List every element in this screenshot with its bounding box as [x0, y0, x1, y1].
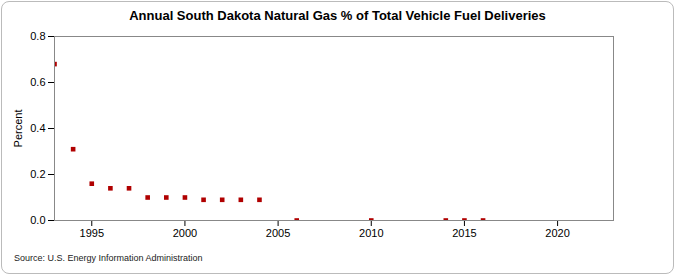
svg-text:0.2: 0.2 [30, 168, 45, 180]
html-text:Annual South Dakota Natural Ga: Annual South Dakota Natural Gas % of Tot… [129, 8, 546, 23]
svg-text:2015: 2015 [452, 227, 476, 239]
svg-text:1995: 1995 [80, 227, 104, 239]
html-text:Source: U.S. Energy Informatio: Source: U.S. Energy Information Administ… [14, 253, 203, 263]
svg-text:0.6: 0.6 [30, 76, 45, 88]
svg-text:0.4: 0.4 [30, 122, 45, 134]
svg-text:2005: 2005 [266, 227, 290, 239]
svg-text:Percent: Percent [12, 110, 24, 148]
svg-text:2010: 2010 [359, 227, 383, 239]
svg-text:0.0: 0.0 [30, 214, 45, 226]
svg-text:0.8: 0.8 [30, 30, 45, 42]
svg-text:2020: 2020 [545, 227, 569, 239]
svg-text:2000: 2000 [173, 227, 197, 239]
